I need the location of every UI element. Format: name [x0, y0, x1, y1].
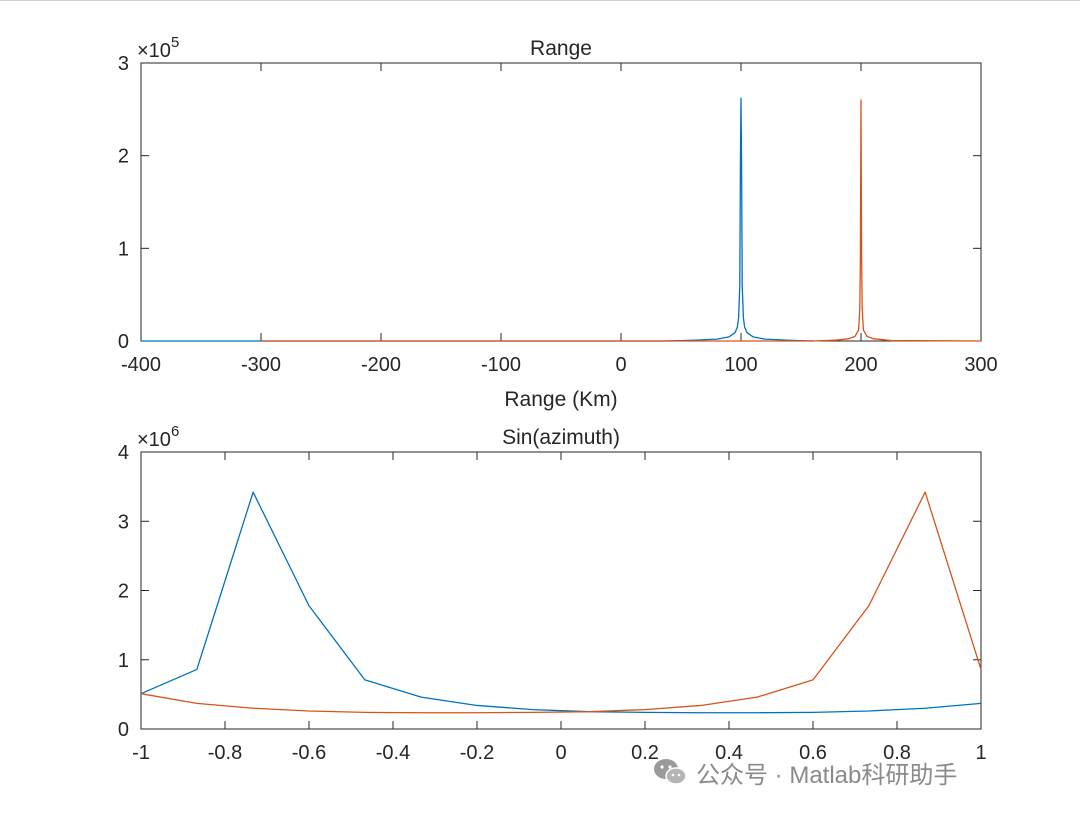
chart-title: Sin(azimuth): [502, 426, 620, 449]
y-exponent-power: 5: [171, 34, 179, 51]
axes-box: [140, 451, 982, 730]
y-tick-label: 4: [118, 442, 129, 464]
x-tick-label: 100: [724, 354, 757, 376]
y-tick-label: 1: [118, 650, 129, 672]
x-axis-label: Range (Km): [504, 388, 617, 411]
x-tick-label: -300: [241, 354, 281, 376]
y-tick-label: 1: [118, 238, 129, 260]
x-tick-label: 1: [975, 742, 986, 764]
x-tick-label: -0.4: [376, 742, 410, 764]
watermark-text: 公众号 · Matlab科研助手: [696, 761, 958, 789]
series-line-2: [261, 99, 982, 342]
series-line-1: [141, 97, 814, 342]
y-tick-label: 0: [118, 331, 129, 353]
x-tick-label: 200: [844, 354, 877, 376]
range-plot: -400 -300 -200 -100 0 100 200 300 0 1 2 3 ×105 Range R…: [118, 34, 998, 411]
x-tick-label: -200: [361, 354, 401, 376]
y-exponent-power: 6: [171, 423, 179, 440]
x-tick-label: 0.2: [631, 742, 659, 764]
chart-title: Range: [530, 37, 592, 60]
x-tick-label: 0.8: [883, 742, 911, 764]
y-exponent-base: ×10: [137, 40, 171, 62]
y-tick-label: 3: [118, 511, 129, 533]
x-tick-label: 0.6: [799, 742, 827, 764]
x-tick-label: -0.2: [460, 742, 494, 764]
y-exponent-label: ×105: [137, 34, 179, 62]
top-border: [0, 0, 1080, 1]
y-tick-label: 3: [118, 53, 129, 75]
y-exponent-base: ×10: [137, 429, 171, 451]
wechat-icon: [654, 759, 687, 785]
azimuth-plot: -1 -0.8 -0.6 -0.4 -0.2 0 0.2 0.4 0.6 0.8 1 0 1 2 3 4 ×10…: [118, 423, 987, 764]
y-exponent-label: ×106: [137, 423, 179, 451]
x-tick-label: -0.6: [292, 742, 326, 764]
x-tick-label: 0.4: [715, 742, 743, 764]
x-tick-label: -1: [132, 742, 150, 764]
x-tick-label: -0.8: [208, 742, 242, 764]
y-tick-label: 2: [118, 146, 129, 168]
y-tick-label: 2: [118, 581, 129, 603]
watermark: 公众号 · Matlab科研助手: [652, 752, 957, 792]
y-tick-label: 0: [118, 719, 129, 741]
series-line-1: [140, 491, 982, 714]
series-line-2: [140, 491, 982, 714]
x-tick-label: -400: [121, 354, 161, 376]
x-tick-label: 300: [964, 354, 997, 376]
x-tick-label: -100: [481, 354, 521, 376]
axes-box: [140, 62, 982, 342]
x-tick-label: 0: [615, 354, 626, 376]
x-tick-label: 0: [555, 742, 566, 764]
